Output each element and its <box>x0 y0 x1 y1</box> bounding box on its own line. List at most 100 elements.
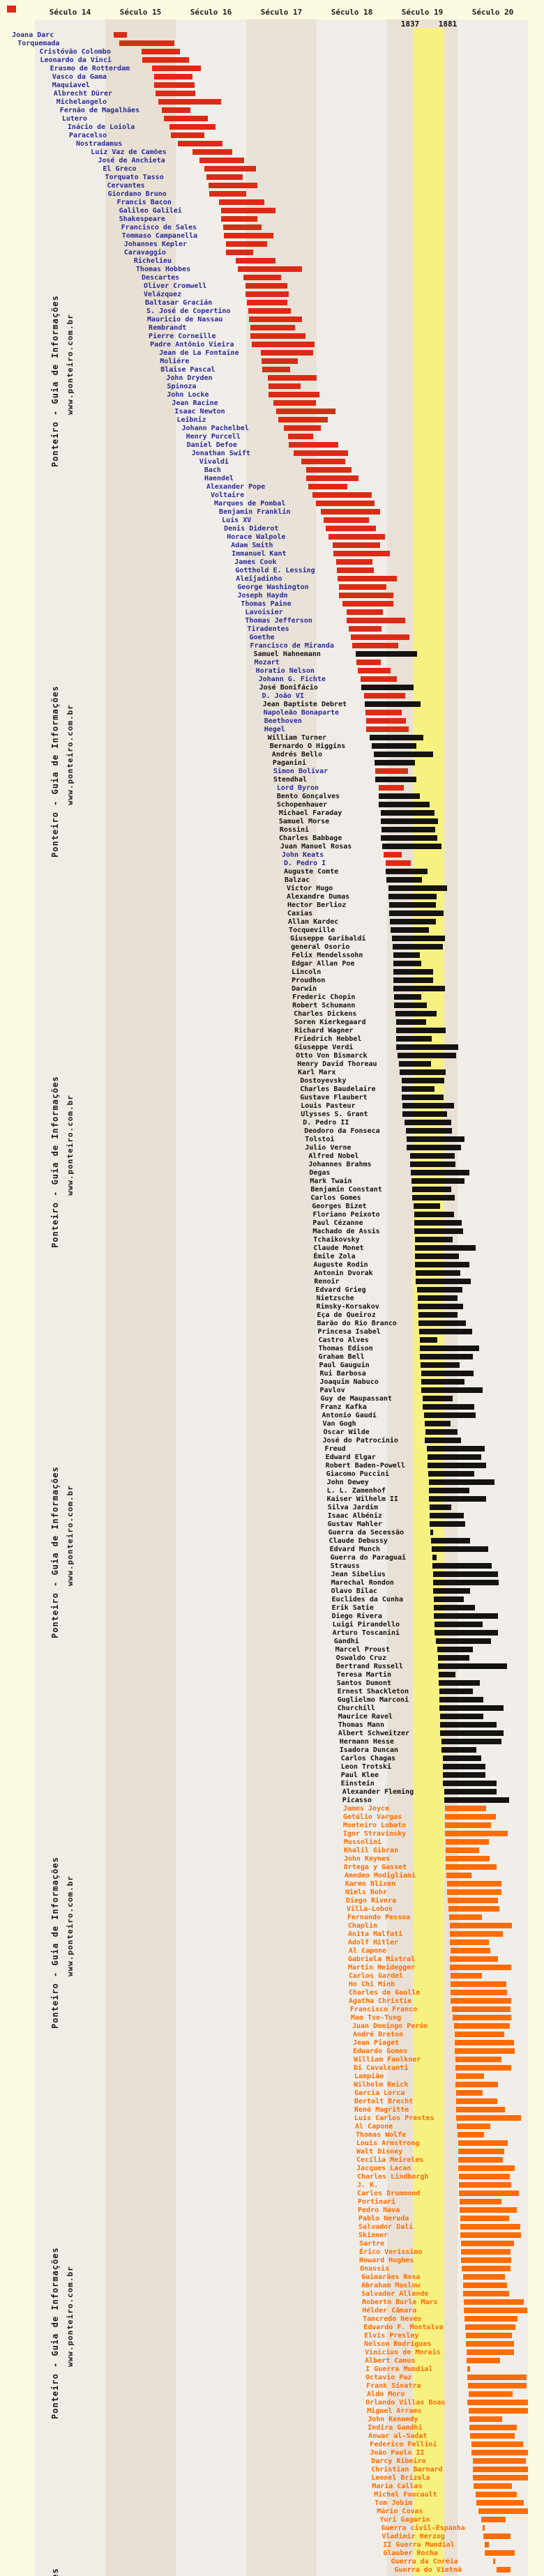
person-name: Eduardo Gomes <box>352 2048 408 2055</box>
lifespan-bar <box>423 1412 476 1418</box>
person-name: Isadora Duncan <box>339 1746 399 1754</box>
lifespan-bar <box>151 66 202 71</box>
timeline-row: Oswaldo Cruz <box>0 1654 544 1662</box>
lifespan-bar <box>261 350 313 356</box>
person-name: Howard Hughes <box>359 2257 414 2264</box>
person-name: Anita Malfati <box>347 1930 403 1938</box>
person-name: Henry David Thoreau <box>297 1060 377 1068</box>
person-name: Jacques Lacan <box>356 2165 411 2172</box>
person-name: Louis Pasteur <box>301 1102 356 1110</box>
person-name: Portinari <box>358 2198 396 2206</box>
lifespan-bar <box>161 107 191 113</box>
person-name: Graham Bell <box>318 1353 365 1361</box>
person-name: Felix Mendelssohn <box>292 952 363 959</box>
lifespan-bar <box>355 651 418 657</box>
person-name: Ortega y Gasset <box>343 1864 407 1871</box>
timeline-row: Velázquez <box>0 290 544 298</box>
lifespan-bar <box>411 1178 465 1184</box>
lifespan-bar <box>485 2542 490 2547</box>
person-name: Inácio de Loiola <box>67 123 135 131</box>
person-name: Dostoyevsky <box>300 1077 347 1085</box>
lifespan-bar <box>393 977 433 983</box>
person-name: Lincoln <box>292 968 322 976</box>
timeline-row: J. K. <box>0 2181 544 2189</box>
lifespan-bar <box>442 1755 482 1761</box>
person-name: Giuseppe Verdi <box>294 1044 354 1051</box>
timeline-row: Anita Malfati <box>0 1930 544 1938</box>
person-name: Benjamin Constant <box>310 1186 382 1194</box>
timeline-row: Bernardo O Higgins <box>0 742 544 750</box>
person-name: Allan Kardec <box>288 918 339 926</box>
person-name: Olavo Bilac <box>331 1587 377 1595</box>
timeline-row: Spinoza <box>0 382 544 390</box>
person-name: Guerra da Secessão <box>328 1529 404 1537</box>
person-name: Vivaldi <box>199 458 229 466</box>
person-name: Luís Carlos Prestes <box>354 2114 435 2122</box>
lifespan-bar <box>339 593 394 598</box>
timeline-row: Caxias <box>0 909 544 917</box>
person-name: Johannes Kepler <box>123 241 188 248</box>
person-name: James Joyce <box>342 1805 390 1813</box>
century-stripe <box>176 20 246 2576</box>
timeline-row: Shakespeare <box>0 215 544 223</box>
lifespan-bar <box>245 291 289 297</box>
timeline-row: Van Gogh <box>0 1419 544 1428</box>
century-label: Século 17 <box>260 8 303 17</box>
person-name: Tolstoi <box>305 1136 335 1143</box>
person-name: Stendhal <box>273 776 307 784</box>
lifespan-bar <box>458 2132 485 2137</box>
timeline-row: Luíz Vaz de Camões <box>0 148 544 156</box>
lifespan-bar <box>433 1605 476 1610</box>
person-name: Lampião <box>354 2073 384 2080</box>
timeline-row: Villa-Lobos <box>0 1905 544 1913</box>
lifespan-bar <box>463 2282 507 2288</box>
timeline-row: Teresa Martin <box>0 1670 544 1679</box>
person-name: Santos Dumont <box>336 1679 391 1687</box>
century-label: Século 19 <box>401 8 444 17</box>
person-name: Francisco de Miranda <box>250 642 334 650</box>
lifespan-bar <box>441 1739 501 1744</box>
person-name: Glauber Rocha <box>383 2550 438 2557</box>
person-name: Juan Manuel Rosas <box>280 843 352 851</box>
person-name: Igor Stravinsky <box>342 1830 407 1838</box>
timeline-row: Cecília Meireles <box>0 2156 544 2164</box>
lifespan-bar <box>416 1270 461 1276</box>
timeline-row: Auguste Rodin <box>0 1260 544 1269</box>
timeline-row: Paul Klee <box>0 1771 544 1779</box>
lifespan-bar <box>460 2199 501 2204</box>
person-name: André Breton <box>352 2031 404 2038</box>
lifespan-bar <box>396 1036 432 1042</box>
lifespan-bar <box>446 1873 472 1878</box>
timeline-row: Francis Bacon <box>0 198 544 206</box>
lifespan-bar <box>450 1981 506 1987</box>
person-name: Silva Jardim <box>327 1504 378 1511</box>
lifespan-bar <box>439 1697 484 1702</box>
lifespan-bar <box>458 2149 504 2154</box>
lifespan-bar <box>321 509 380 515</box>
timeline-row: Maurice Ravel <box>0 1712 544 1721</box>
timeline-row: Edvard Grieg <box>0 1286 544 1294</box>
person-name: Nietzsche <box>316 1295 354 1302</box>
lifespan-bar <box>400 1069 446 1075</box>
lifespan-bar <box>333 551 391 556</box>
lifespan-bar <box>347 618 406 623</box>
lifespan-bar <box>378 802 430 807</box>
timeline-row: Olavo Bilac <box>0 1587 544 1595</box>
lifespan-bar <box>449 1939 490 1945</box>
lifespan-bar <box>390 919 436 924</box>
person-name: Jean Baptiste Debret <box>262 701 347 708</box>
lifespan-bar <box>220 208 276 213</box>
timeline-row: Thomas Jefferson <box>0 616 544 625</box>
lifespan-bar <box>393 944 443 950</box>
lifespan-bar <box>315 501 375 506</box>
lifespan-bar <box>324 517 369 523</box>
person-name: Thomas Edison <box>318 1345 373 1352</box>
lifespan-bar <box>435 1638 492 1644</box>
lifespan-bar <box>446 1881 501 1887</box>
person-name: Picasso <box>342 1797 372 1804</box>
lifespan-bar <box>438 1680 481 1686</box>
person-name: Torquato Tasso <box>105 174 164 181</box>
lifespan-bar <box>469 2425 517 2430</box>
timeline-row: Cervantes <box>0 181 544 190</box>
lifespan-bar <box>416 1279 471 1284</box>
